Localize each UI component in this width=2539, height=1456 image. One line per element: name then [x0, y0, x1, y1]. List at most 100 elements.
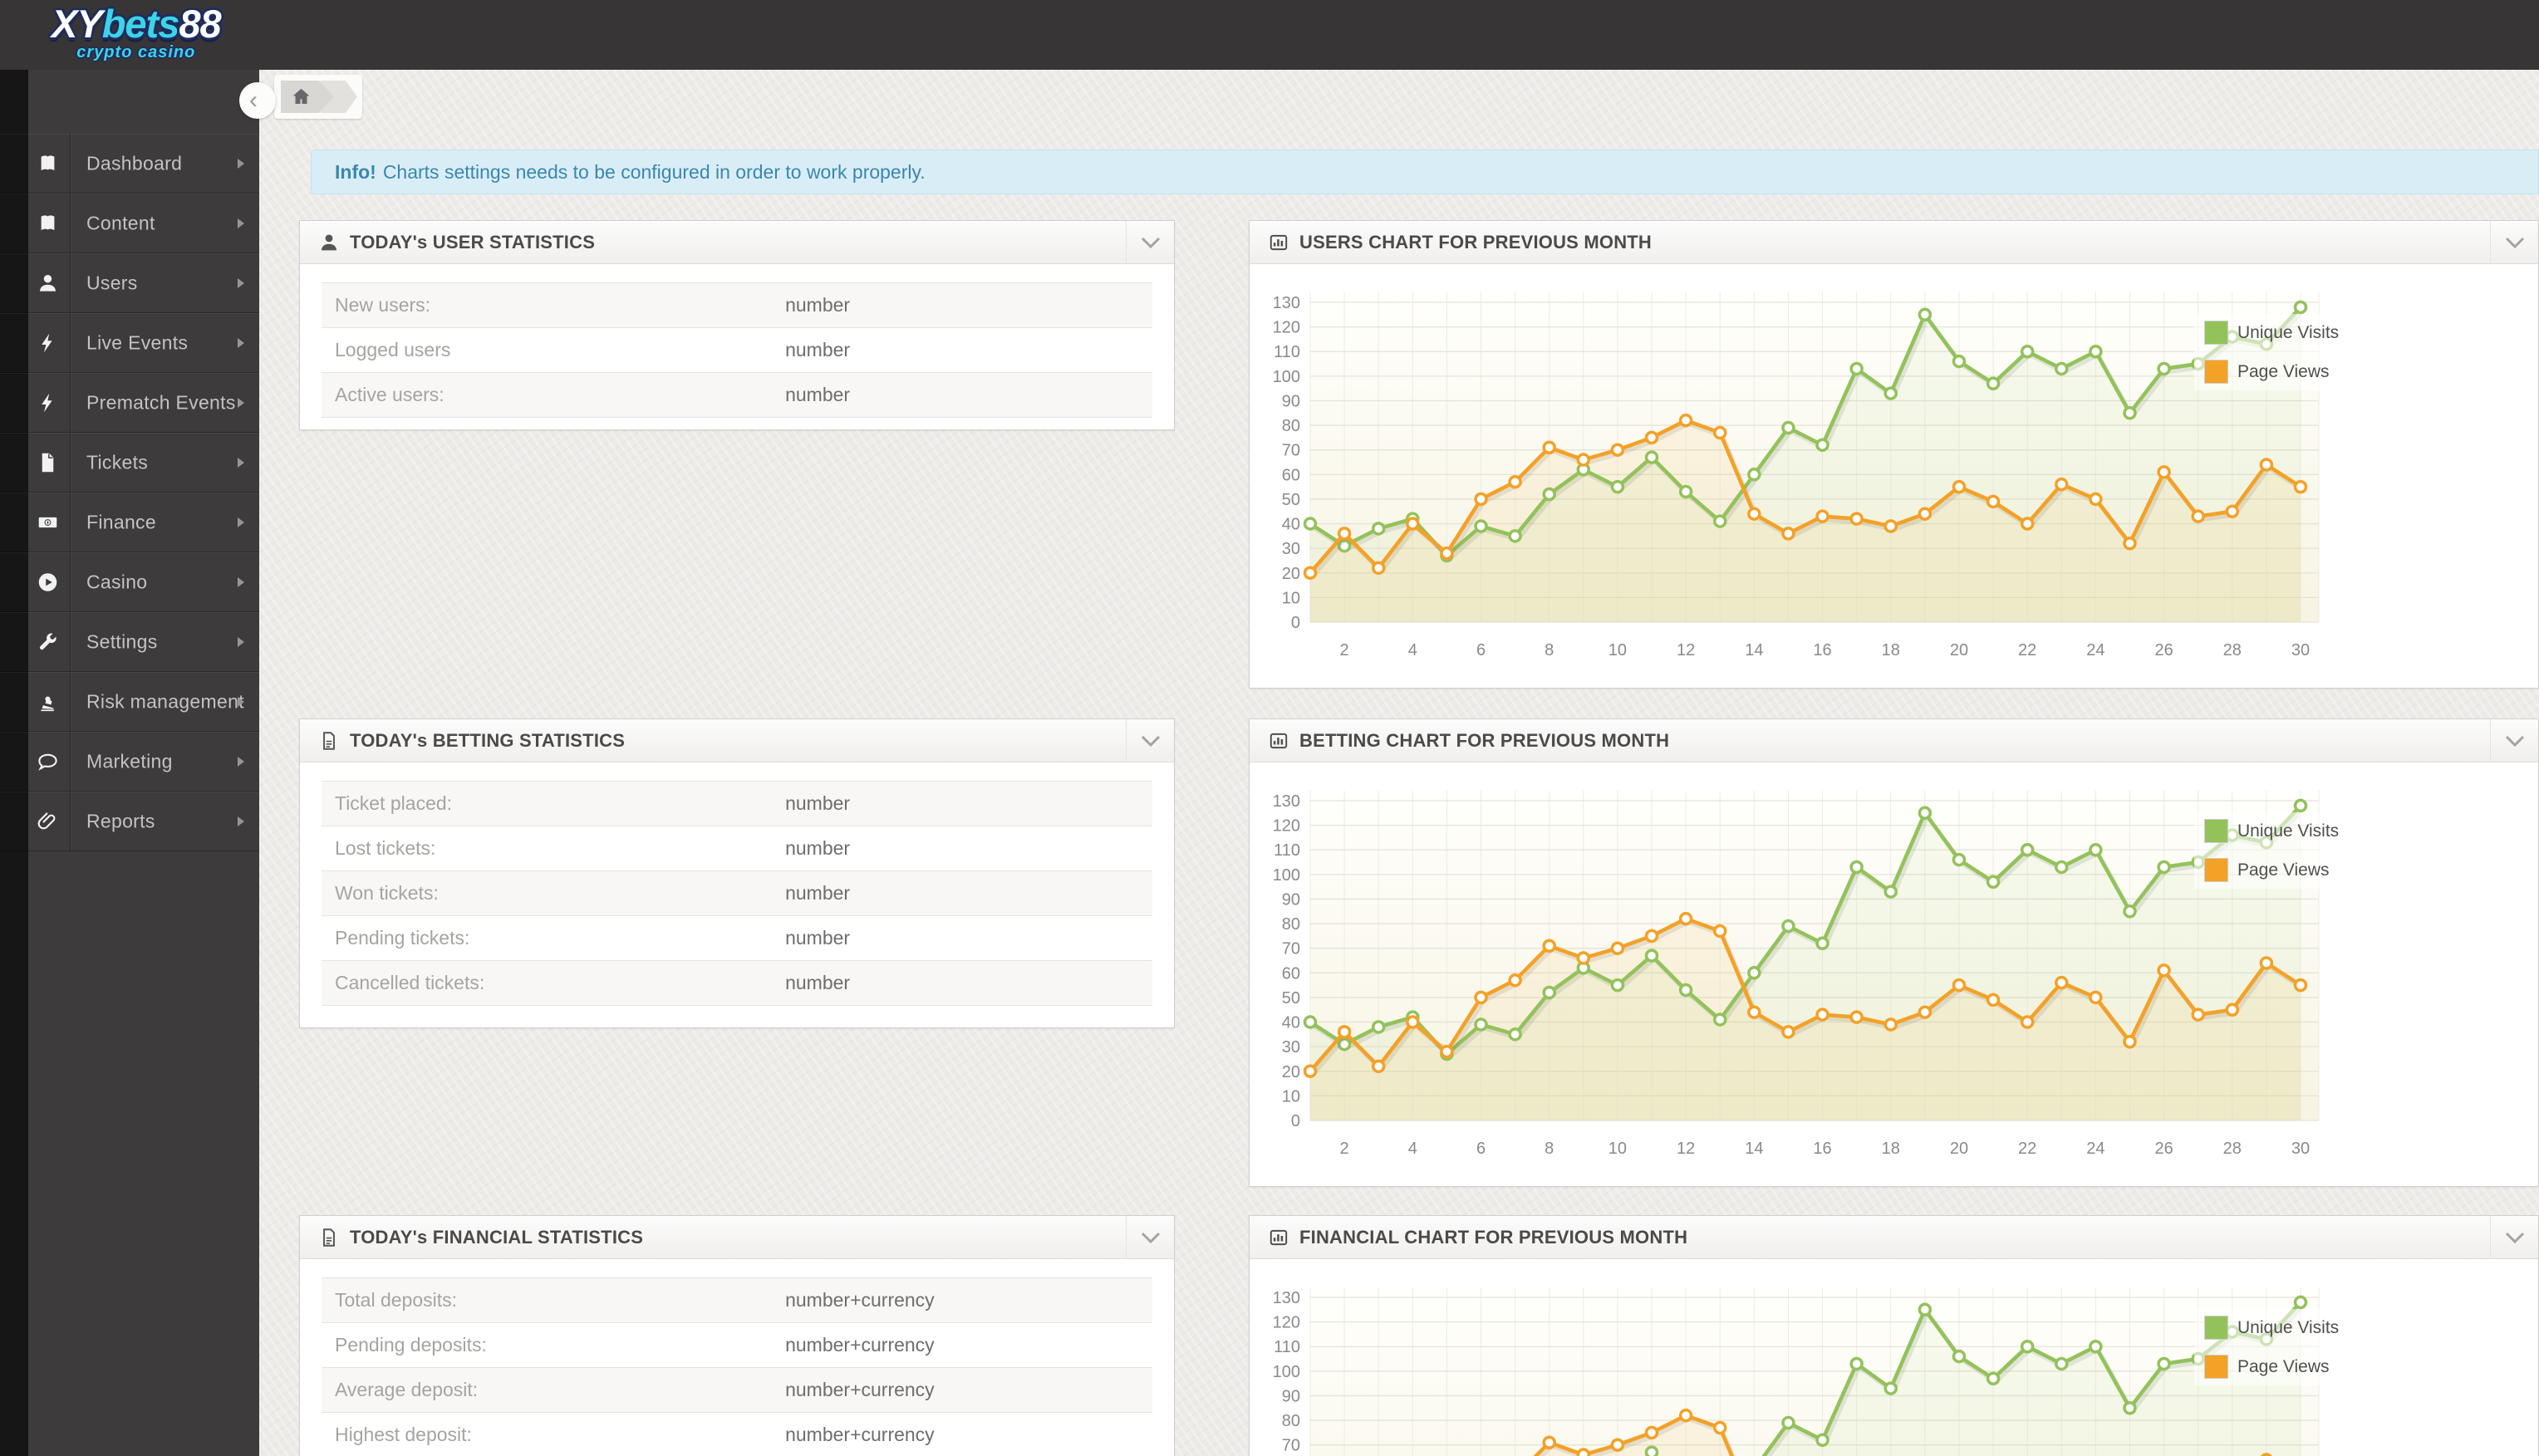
- topbar: XYbets88 crypto casino: [0, 0, 2539, 70]
- brand-part-88: 88: [179, 2, 221, 46]
- bar-chart-icon: [1268, 730, 1289, 752]
- svg-text:80: 80: [1282, 1412, 1300, 1430]
- svg-text:2: 2: [1340, 641, 1349, 659]
- stat-value: number: [785, 792, 851, 814]
- sidebar-item-users[interactable]: Users: [0, 253, 259, 313]
- svg-text:100: 100: [1273, 368, 1300, 386]
- svg-text:80: 80: [1282, 417, 1300, 435]
- svg-text:4: 4: [1408, 1140, 1417, 1158]
- sidebar-item-prematch-events[interactable]: Prematch Events: [0, 373, 259, 433]
- svg-text:14: 14: [1745, 641, 1763, 659]
- user-icon: [37, 272, 59, 295]
- stat-row: Cancelled tickets: number: [322, 960, 1152, 1005]
- brand-wordmark: XYbets88: [52, 2, 222, 46]
- svg-text:90: 90: [1282, 392, 1300, 410]
- svg-text:20: 20: [1282, 565, 1300, 583]
- svg-text:110: 110: [1274, 343, 1300, 361]
- svg-text:18: 18: [1882, 641, 1900, 659]
- sidebar-item-label: Users: [86, 272, 138, 294]
- stat-label: Lost tickets:: [335, 837, 436, 859]
- panel-collapse-button[interactable]: [2490, 719, 2538, 762]
- panel-collapse-button[interactable]: [2490, 221, 2538, 264]
- sidebar-menu: Dashboard Content Users Live Events Prematch…: [0, 134, 259, 851]
- sidebar-item-label: Settings: [86, 630, 158, 653]
- panel-betting-stats: TODAY's BETTING STATISTICS Ticket placed…: [299, 718, 1175, 1028]
- sidebar-item-finance[interactable]: Finance: [0, 493, 259, 552]
- stat-value: number: [785, 294, 851, 316]
- svg-text:120: 120: [1273, 319, 1300, 337]
- stat-row: Logged users number: [322, 327, 1152, 372]
- book-icon: [37, 153, 59, 175]
- sidebar-item-risk-management[interactable]: Risk management: [0, 672, 259, 732]
- legend-entry: Unique Visits: [2204, 1316, 2339, 1340]
- panel-collapse-button[interactable]: [2490, 1216, 2538, 1259]
- svg-text:30: 30: [2291, 641, 2310, 659]
- panel-collapse-button[interactable]: [1126, 221, 1174, 264]
- legend-label: Page Views: [2237, 1356, 2330, 1376]
- stat-label: New users:: [335, 294, 431, 316]
- legend-entry: Unique Visits: [2204, 819, 2339, 843]
- svg-text:20: 20: [1950, 641, 1968, 659]
- svg-text:20: 20: [1282, 1063, 1300, 1081]
- sidebar-item-content[interactable]: Content: [0, 194, 259, 253]
- sidebar-item-dashboard[interactable]: Dashboard: [0, 134, 259, 194]
- svg-text:130: 130: [1273, 1289, 1300, 1307]
- caret-right-icon: [238, 218, 244, 228]
- svg-text:24: 24: [2086, 641, 2104, 659]
- panel-betting-chart: BETTING CHART FOR PREVIOUS MONTH 0 10 20 30…: [1249, 718, 2539, 1187]
- stat-value: number: [785, 384, 851, 405]
- stamp-icon: [37, 691, 59, 713]
- panel-financial-stats-header: TODAY's FINANCIAL STATISTICS: [300, 1216, 1174, 1259]
- stat-value: number: [785, 882, 851, 904]
- caret-right-icon: [238, 637, 244, 647]
- svg-text:70: 70: [1282, 1437, 1300, 1455]
- wrench-icon: [37, 631, 59, 654]
- panel-financial-chart-header: FINANCIAL CHART FOR PREVIOUS MONTH: [1250, 1216, 2538, 1259]
- legend-label: Unique Visits: [2237, 1317, 2340, 1337]
- legend-swatch: [2204, 1355, 2228, 1379]
- brand-logo[interactable]: XYbets88 crypto casino: [52, 2, 222, 62]
- panel-betting-stats-header: TODAY's BETTING STATISTICS: [300, 719, 1174, 762]
- svg-text:26: 26: [2154, 641, 2173, 659]
- svg-text:6: 6: [1476, 641, 1486, 659]
- svg-text:50: 50: [1282, 989, 1300, 1007]
- chart-legend: Unique Visits Page Views: [2194, 1309, 2350, 1385]
- caret-right-icon: [238, 338, 244, 348]
- chevron-down-icon: [1141, 1232, 1160, 1243]
- breadcrumb: [274, 75, 362, 119]
- panel-collapse-button[interactable]: [1126, 1216, 1174, 1259]
- stat-row: Pending tickets: number: [322, 915, 1152, 960]
- user-icon: [318, 232, 340, 253]
- sidebar-item-label: Reports: [86, 810, 155, 832]
- stat-row: Won tickets: number: [322, 870, 1152, 915]
- sidebar-item-settings[interactable]: Settings: [0, 612, 259, 672]
- panel-collapse-button[interactable]: [1126, 719, 1174, 762]
- svg-text:4: 4: [1408, 641, 1417, 659]
- financial-chart-plot: 0102030405060708090100110120130246810121…: [1273, 1287, 2320, 1456]
- legend-label: Page Views: [2237, 361, 2330, 381]
- svg-text:26: 26: [2154, 1140, 2173, 1158]
- chat-icon: [37, 751, 59, 773]
- stat-label: Won tickets:: [335, 882, 439, 904]
- legend-swatch: [2204, 1316, 2228, 1340]
- sidebar-item-casino[interactable]: Casino: [0, 552, 259, 612]
- caret-right-icon: [238, 517, 244, 527]
- legend-label: Unique Visits: [2237, 821, 2340, 841]
- svg-text:50: 50: [1282, 491, 1300, 509]
- svg-text:22: 22: [2018, 1140, 2036, 1158]
- legend-swatch: [2204, 321, 2228, 345]
- svg-text:90: 90: [1282, 890, 1300, 909]
- sidebar-left-strip: [0, 70, 28, 1456]
- stat-row: New users: number: [322, 282, 1152, 327]
- caret-right-icon: [238, 159, 244, 169]
- sidebar-item-reports[interactable]: Reports: [0, 792, 259, 851]
- svg-text:14: 14: [1745, 1140, 1763, 1158]
- stat-row: Average deposit: number+currency: [322, 1367, 1152, 1412]
- financial-stats-table: Total deposits: number+currency Pending de…: [322, 1277, 1152, 1456]
- sidebar-item-live-events[interactable]: Live Events: [0, 313, 259, 373]
- sidebar-item-marketing[interactable]: Marketing: [0, 732, 259, 792]
- sidebar-item-tickets[interactable]: Tickets: [0, 433, 259, 493]
- collapse-sidebar-button[interactable]: ‹: [239, 82, 276, 119]
- svg-text:24: 24: [2086, 1140, 2104, 1158]
